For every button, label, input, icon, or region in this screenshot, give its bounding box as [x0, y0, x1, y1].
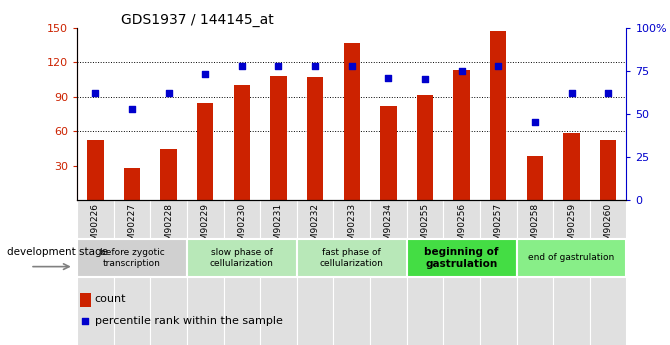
- Bar: [187, 239, 297, 277]
- Bar: [224, 200, 260, 345]
- Text: GDS1937 / 144145_at: GDS1937 / 144145_at: [121, 12, 274, 27]
- Point: [310, 63, 320, 68]
- Text: count: count: [94, 294, 126, 304]
- Text: percentile rank within the sample: percentile rank within the sample: [94, 316, 283, 326]
- Bar: [454, 70, 470, 200]
- Bar: [407, 239, 517, 277]
- Bar: [187, 200, 224, 345]
- Bar: [197, 104, 214, 200]
- Bar: [334, 200, 370, 345]
- Bar: [297, 239, 407, 277]
- Bar: [380, 106, 397, 200]
- Point: [529, 120, 540, 125]
- Bar: [307, 77, 324, 200]
- Point: [603, 90, 614, 96]
- Bar: [234, 85, 250, 200]
- Point: [80, 318, 90, 324]
- Text: beginning of
gastrulation: beginning of gastrulation: [424, 247, 499, 269]
- Bar: [124, 168, 140, 200]
- Bar: [260, 200, 297, 345]
- Point: [273, 63, 284, 68]
- Bar: [590, 200, 626, 345]
- Point: [419, 77, 430, 82]
- Point: [566, 90, 577, 96]
- Text: slow phase of
cellularization: slow phase of cellularization: [210, 248, 274, 268]
- Text: before zygotic
transcription: before zygotic transcription: [100, 248, 164, 268]
- Bar: [407, 200, 444, 345]
- Bar: [563, 134, 580, 200]
- Bar: [517, 200, 553, 345]
- Bar: [553, 200, 590, 345]
- Text: end of gastrulation: end of gastrulation: [529, 253, 614, 263]
- Text: development stage: development stage: [7, 247, 108, 257]
- Bar: [160, 149, 177, 200]
- Point: [493, 63, 504, 68]
- Bar: [77, 239, 187, 277]
- Point: [456, 68, 467, 73]
- Bar: [344, 42, 360, 200]
- Bar: [527, 156, 543, 200]
- Bar: [480, 200, 517, 345]
- Bar: [114, 200, 150, 345]
- Bar: [600, 140, 616, 200]
- Bar: [150, 200, 187, 345]
- Bar: [444, 200, 480, 345]
- Bar: [417, 96, 433, 200]
- Point: [127, 106, 137, 111]
- Point: [200, 71, 210, 77]
- Point: [346, 63, 357, 68]
- Bar: [87, 140, 104, 200]
- Point: [163, 90, 174, 96]
- Bar: [270, 76, 287, 200]
- Point: [90, 90, 100, 96]
- Bar: [370, 200, 407, 345]
- Point: [237, 63, 247, 68]
- Bar: [490, 31, 507, 200]
- Bar: [77, 200, 114, 345]
- Bar: [517, 239, 626, 277]
- Bar: [297, 200, 334, 345]
- Bar: [80, 293, 91, 306]
- Point: [383, 75, 394, 80]
- Text: fast phase of
cellularization: fast phase of cellularization: [320, 248, 384, 268]
